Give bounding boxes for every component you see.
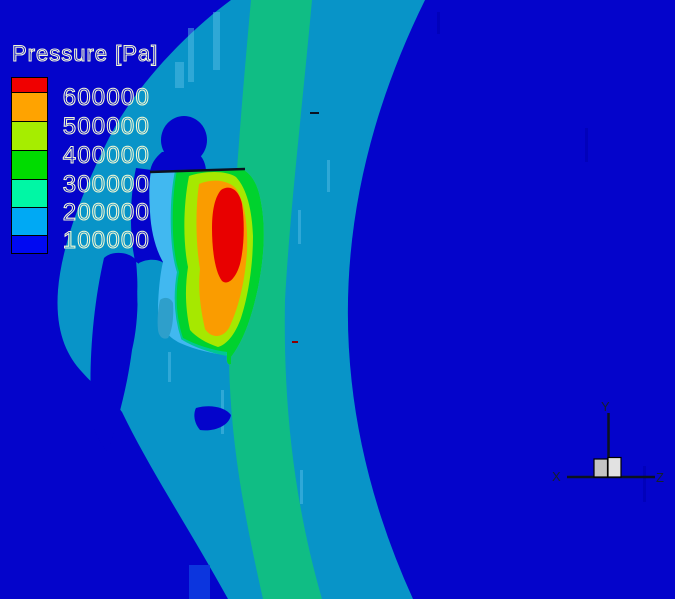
- blade-inner-teal-patch: [157, 297, 174, 339]
- mesh-streaks-dark: [437, 12, 646, 502]
- axis-triad: [567, 413, 655, 479]
- axis-label-z: Z: [656, 470, 664, 485]
- outer-casing-region: [347, 0, 675, 599]
- axis-origin-cube-right: [607, 456, 622, 478]
- axis-label-y: Y: [601, 399, 610, 414]
- hub-dark-shapes: [90, 116, 231, 452]
- blade-top-edge-line: [149, 167, 246, 174]
- axis-origin-cube-left: [593, 458, 609, 478]
- tiny-marks: [292, 112, 319, 343]
- blade-red-core: [212, 187, 244, 283]
- blade-pressure-contour: [149, 167, 264, 365]
- axis-label-x: X: [552, 469, 561, 484]
- bright-blue-strip: [189, 565, 210, 599]
- pressure-band: [228, 0, 322, 599]
